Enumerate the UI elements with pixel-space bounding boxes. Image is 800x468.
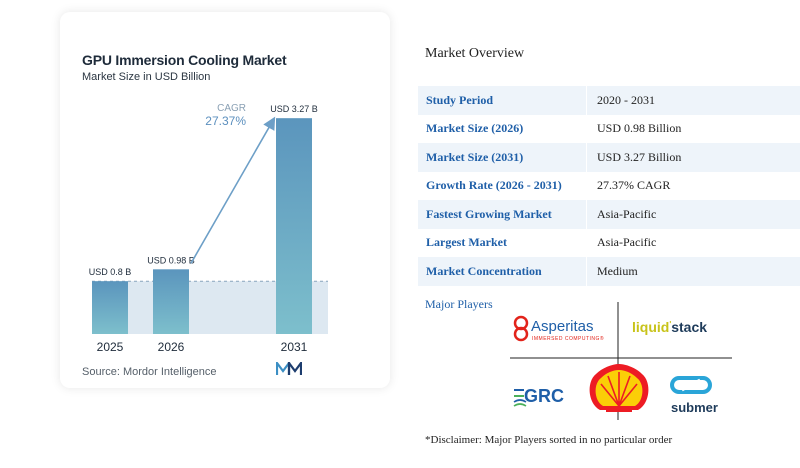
chart-title: GPU Immersion Cooling Market <box>82 52 287 68</box>
table-row: Growth Rate (2026 - 2031) 27.37% CAGR <box>418 171 800 200</box>
bar-2025 <box>92 281 128 334</box>
mordor-logo-icon <box>276 362 302 375</box>
row-label: Market Size (2031) <box>426 149 524 164</box>
row-label: Growth Rate (2026 - 2031) <box>426 178 562 193</box>
submer-logo: submer <box>670 376 718 415</box>
major-players-title: Major Players <box>425 297 493 311</box>
row-label: Study Period <box>426 92 494 107</box>
data-label-2031: USD 3.27 B <box>270 104 318 114</box>
data-label-2026: USD 0.98 B <box>147 255 195 265</box>
row-value: Asia-Pacific <box>586 200 800 229</box>
liquidstack-logo: liquid'stack <box>632 319 707 335</box>
row-value: Medium <box>586 257 800 286</box>
svg-text:Asperitas: Asperitas <box>531 318 594 335</box>
svg-text:GRC: GRC <box>524 386 564 406</box>
table-row: Market Size (2026) USD 0.98 Billion <box>418 114 800 143</box>
table-row: Study Period 2020 - 2031 <box>418 86 800 115</box>
table-row: Largest Market Asia-Pacific <box>418 228 800 257</box>
disclaimer-note: *Disclaimer: Major Players sorted in no … <box>425 434 673 446</box>
chart-subtitle: Market Size in USD Billion <box>82 71 211 83</box>
table-row: Fastest Growing Market Asia-Pacific <box>418 200 800 229</box>
row-label: Fastest Growing Market <box>426 206 552 221</box>
row-label: Market Concentration <box>426 263 542 278</box>
x-tick-label-2025: 2025 <box>97 340 124 354</box>
shell-logo-icon <box>589 364 649 412</box>
row-value: Asia-Pacific <box>586 228 800 257</box>
cagr-label: CAGR <box>217 103 246 114</box>
overview-table: Study Period 2020 - 2031 Market Size (202… <box>418 86 800 286</box>
bar-2031 <box>276 118 312 335</box>
cagr-value: 27.37% <box>205 114 246 128</box>
player-logos: Asperitas IMMERSED COMPUTING® liquid'sta… <box>510 302 732 420</box>
source-note: Source: Mordor Intelligence <box>82 366 217 378</box>
row-label: Market Size (2026) <box>426 121 524 136</box>
svg-text:liquid'stack: liquid'stack <box>632 319 707 335</box>
row-label: Largest Market <box>426 235 507 250</box>
svg-text:IMMERSED COMPUTING®: IMMERSED COMPUTING® <box>532 335 604 342</box>
row-value: USD 0.98 Billion <box>586 114 800 143</box>
bar-2026 <box>153 269 189 334</box>
row-value: 27.37% CAGR <box>586 171 800 200</box>
x-tick-label-2026: 2026 <box>158 340 185 354</box>
row-value: 2020 - 2031 <box>586 86 800 115</box>
svg-text:submer: submer <box>671 400 718 415</box>
bar-chart: USD 0.8 B 2025 USD 0.98 B 2026 USD 3.27 B 203… <box>89 103 328 354</box>
data-label-2025: USD 0.8 B <box>89 267 132 277</box>
table-row: Market Concentration Medium <box>418 257 800 286</box>
row-value: USD 3.27 Billion <box>586 143 800 172</box>
asperitas-logo: Asperitas IMMERSED COMPUTING® <box>513 315 604 342</box>
cagr-arrow <box>190 116 276 264</box>
grc-logo: GRC <box>513 386 564 407</box>
table-row: Market Size (2031) USD 3.27 Billion <box>418 143 800 172</box>
market-overview-title: Market Overview <box>425 46 525 61</box>
x-tick-label-2031: 2031 <box>281 340 308 354</box>
